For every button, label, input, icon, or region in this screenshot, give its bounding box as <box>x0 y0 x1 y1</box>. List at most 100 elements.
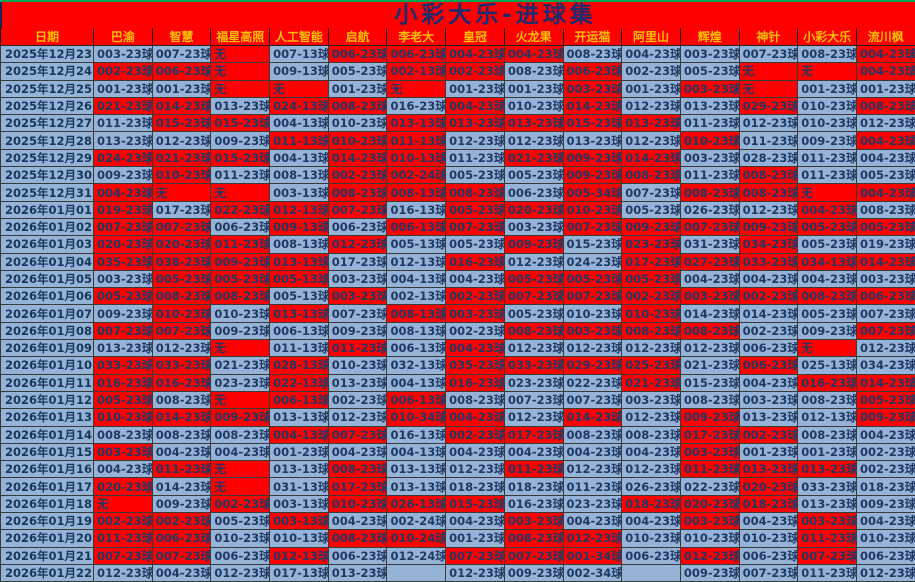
value-cell: 016-13球 <box>387 201 446 218</box>
table-row: 2026年01月18日无009-23球002-23球003-13球010-23球… <box>1 495 915 512</box>
table-row: 2026年01月02日007-23球007-23球006-23球009-13球0… <box>1 218 915 235</box>
value-cell: 013-13球 <box>270 409 329 426</box>
value-cell: 003-13球 <box>270 184 329 201</box>
value-cell: 001-23球 <box>798 80 857 97</box>
value-cell: 无 <box>387 80 446 97</box>
table-row: 2026年01月20日011-23球006-23球010-23球010-13球0… <box>1 530 915 547</box>
value-cell: 027-23球 <box>680 253 739 270</box>
value-cell: 003-23球 <box>328 270 387 287</box>
value-cell: 010-23球 <box>680 530 739 547</box>
value-cell: 007-23球 <box>680 218 739 235</box>
value-cell: 010-23球 <box>563 201 622 218</box>
value-cell: 005-23球 <box>856 218 915 235</box>
value-cell: 003-23球 <box>446 305 505 322</box>
value-cell: 011-23球 <box>211 167 270 184</box>
value-cell: 015-23球 <box>680 374 739 391</box>
value-cell: 031-23球 <box>680 236 739 253</box>
value-cell: 015-23球 <box>211 115 270 132</box>
column-header-14: 流川枫 <box>856 28 915 46</box>
value-cell: 002-23球 <box>856 443 915 460</box>
value-cell: 026-23球 <box>680 201 739 218</box>
value-cell: 008-23球 <box>328 530 387 547</box>
value-cell: 007-23球 <box>563 288 622 305</box>
value-cell: 006-23球 <box>504 184 563 201</box>
value-cell: 008-13球 <box>270 236 329 253</box>
value-cell: 无 <box>211 478 270 495</box>
value-cell: 029-23球 <box>563 357 622 374</box>
value-cell: 004-13球 <box>270 115 329 132</box>
value-cell: 008-23球 <box>446 391 505 408</box>
value-cell: 012-23球 <box>622 461 681 478</box>
value-cell: 015-23球 <box>152 115 211 132</box>
value-cell: 008-23球 <box>798 288 857 305</box>
value-cell: 012-23球 <box>622 132 681 149</box>
value-cell: 004-23球 <box>211 443 270 460</box>
value-cell: 024-23球 <box>563 253 622 270</box>
value-cell: 004-23球 <box>856 513 915 530</box>
value-cell: 012-23球 <box>504 132 563 149</box>
value-cell: 010-23球 <box>798 115 857 132</box>
value-cell: 006-13球 <box>270 322 329 339</box>
value-cell: 035-23球 <box>446 357 505 374</box>
value-cell: 009-23球 <box>211 409 270 426</box>
value-cell: 无 <box>211 63 270 80</box>
value-cell: 002-23球 <box>446 63 505 80</box>
value-cell: 无 <box>739 63 798 80</box>
column-header-5: 启航 <box>328 28 387 46</box>
value-cell: 014-23球 <box>680 305 739 322</box>
date-cell: 2026年01月09日 <box>1 340 94 357</box>
value-cell: 014-23球 <box>328 149 387 166</box>
table-row: 2025年12月30日009-23球010-23球011-23球008-13球0… <box>1 167 915 184</box>
value-cell: 011-23球 <box>446 149 505 166</box>
value-cell: 008-23球 <box>152 288 211 305</box>
column-header-10: 阿里山 <box>622 28 681 46</box>
value-cell: 007-23球 <box>328 305 387 322</box>
value-cell: 010-23球 <box>856 530 915 547</box>
value-cell: 003-23球 <box>798 513 857 530</box>
date-cell: 2025年12月23日 <box>1 46 94 63</box>
value-cell: 014-23球 <box>152 478 211 495</box>
value-cell: 004-23球 <box>446 340 505 357</box>
table-row: 2026年01月03日020-23球020-23球011-23球008-13球0… <box>1 236 915 253</box>
value-cell: 003-23球 <box>680 149 739 166</box>
column-header-1: 巴渝 <box>94 28 153 46</box>
value-cell: 008-13球 <box>387 322 446 339</box>
value-cell: 033-23球 <box>94 357 153 374</box>
value-cell: 026-13球 <box>387 495 446 512</box>
value-cell: 008-13球 <box>270 167 329 184</box>
value-cell: 023-23球 <box>622 236 681 253</box>
date-cell: 2026年01月04日 <box>1 253 94 270</box>
value-cell: 005-23球 <box>211 270 270 287</box>
value-cell: 009-23球 <box>680 564 739 581</box>
value-cell: 005-23球 <box>798 218 857 235</box>
value-cell: 011-23球 <box>94 530 153 547</box>
value-cell: 006-23球 <box>387 46 446 63</box>
value-cell: 017-23球 <box>504 426 563 443</box>
value-cell: 008-23球 <box>622 426 681 443</box>
value-cell: 无 <box>798 340 857 357</box>
value-cell: 013-23球 <box>211 97 270 114</box>
value-cell: 012-13球 <box>798 409 857 426</box>
value-cell: 001-23球 <box>622 80 681 97</box>
value-cell: 004-23球 <box>446 46 505 63</box>
value-cell: 022-13球 <box>270 374 329 391</box>
date-cell: 2025年12月30日 <box>1 167 94 184</box>
value-cell: 007-23球 <box>856 305 915 322</box>
value-cell: 009-23球 <box>504 236 563 253</box>
value-cell: 016-13球 <box>387 426 446 443</box>
date-cell: 2026年01月08日 <box>1 322 94 339</box>
value-cell: 008-23球 <box>563 426 622 443</box>
date-cell: 2026年01月19日 <box>1 513 94 530</box>
date-cell: 2025年12月24日 <box>1 63 94 80</box>
value-cell: 004-23球 <box>563 513 622 530</box>
value-cell: 020-23球 <box>680 495 739 512</box>
value-cell: 无 <box>798 184 857 201</box>
value-cell: 004-23球 <box>446 443 505 460</box>
value-cell: 001-23球 <box>504 80 563 97</box>
table-row: 2026年01月11日016-23球016-23球023-23球022-13球0… <box>1 374 915 391</box>
value-cell: 006-23球 <box>856 288 915 305</box>
value-cell: 008-23球 <box>739 184 798 201</box>
value-cell: 015-23球 <box>211 149 270 166</box>
value-cell: 035-23球 <box>94 253 153 270</box>
value-cell: 014-23球 <box>563 409 622 426</box>
